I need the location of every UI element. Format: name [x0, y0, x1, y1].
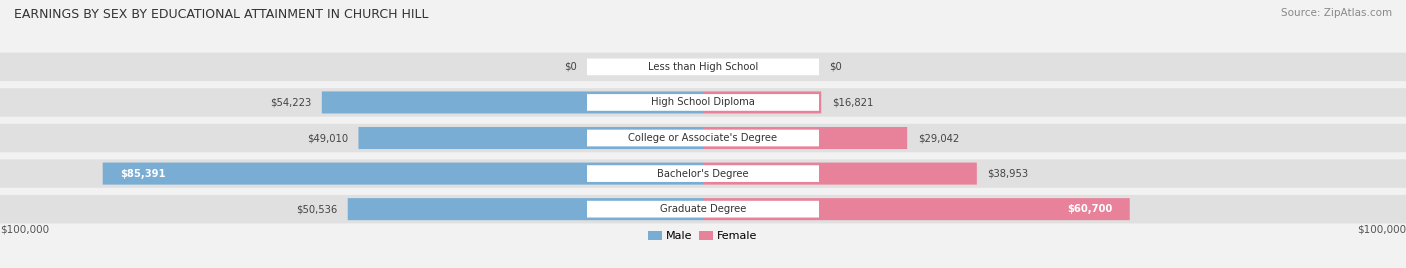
Text: $60,700: $60,700: [1067, 204, 1112, 214]
Text: $100,000: $100,000: [0, 225, 49, 235]
FancyBboxPatch shape: [322, 91, 703, 113]
FancyBboxPatch shape: [0, 195, 1406, 224]
Text: Less than High School: Less than High School: [648, 62, 758, 72]
FancyBboxPatch shape: [703, 163, 977, 185]
Text: $38,953: $38,953: [987, 169, 1029, 178]
FancyBboxPatch shape: [0, 88, 1406, 117]
FancyBboxPatch shape: [703, 198, 1130, 220]
Text: College or Associate's Degree: College or Associate's Degree: [628, 133, 778, 143]
Text: Graduate Degree: Graduate Degree: [659, 204, 747, 214]
FancyBboxPatch shape: [586, 94, 820, 111]
Text: $29,042: $29,042: [918, 133, 959, 143]
FancyBboxPatch shape: [103, 163, 703, 185]
FancyBboxPatch shape: [703, 127, 907, 149]
Text: EARNINGS BY SEX BY EDUCATIONAL ATTAINMENT IN CHURCH HILL: EARNINGS BY SEX BY EDUCATIONAL ATTAINMEN…: [14, 8, 429, 21]
FancyBboxPatch shape: [0, 124, 1406, 152]
Text: $0: $0: [830, 62, 842, 72]
FancyBboxPatch shape: [0, 159, 1406, 188]
Text: $49,010: $49,010: [307, 133, 347, 143]
Text: $85,391: $85,391: [121, 169, 166, 178]
Text: Source: ZipAtlas.com: Source: ZipAtlas.com: [1281, 8, 1392, 18]
Text: Bachelor's Degree: Bachelor's Degree: [657, 169, 749, 178]
FancyBboxPatch shape: [586, 165, 820, 182]
Text: $50,536: $50,536: [295, 204, 337, 214]
FancyBboxPatch shape: [0, 53, 1406, 81]
Text: High School Diploma: High School Diploma: [651, 98, 755, 107]
Text: $54,223: $54,223: [270, 98, 311, 107]
Legend: Male, Female: Male, Female: [644, 227, 762, 246]
Text: $0: $0: [564, 62, 576, 72]
FancyBboxPatch shape: [703, 91, 821, 113]
FancyBboxPatch shape: [586, 201, 820, 218]
Text: $16,821: $16,821: [832, 98, 873, 107]
Text: $100,000: $100,000: [1357, 225, 1406, 235]
FancyBboxPatch shape: [586, 130, 820, 146]
FancyBboxPatch shape: [347, 198, 703, 220]
FancyBboxPatch shape: [359, 127, 703, 149]
FancyBboxPatch shape: [586, 58, 820, 75]
